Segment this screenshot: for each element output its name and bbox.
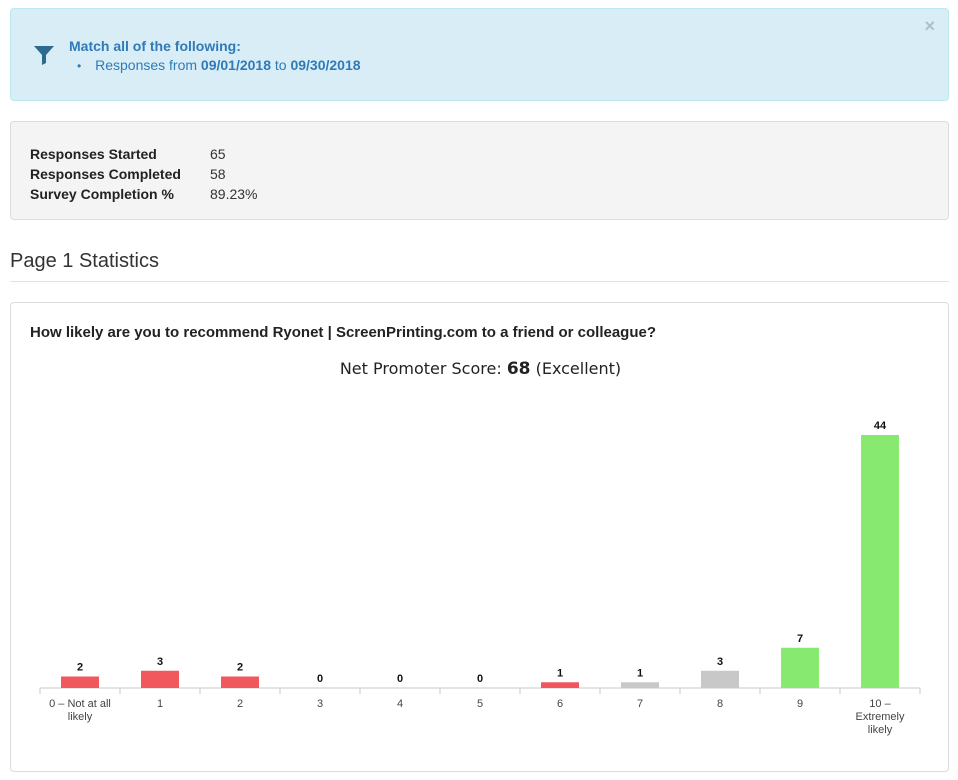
stats-row: Survey Completion % 89.23% xyxy=(30,184,257,204)
x-tick-label: 4 xyxy=(397,698,403,710)
response-stats: Responses Started 65 Responses Completed… xyxy=(10,121,949,220)
bar-value-label: 0 xyxy=(317,673,323,685)
x-tick-label: 8 xyxy=(717,698,723,710)
bar-value-label: 44 xyxy=(874,420,887,432)
x-tick-label: 2 xyxy=(237,698,243,710)
x-tick-label: 7 xyxy=(637,698,643,710)
chart-bar[interactable] xyxy=(621,682,659,688)
chart-bar[interactable] xyxy=(141,670,179,688)
stats-row: Responses Started 65 xyxy=(30,144,257,164)
chart-bar[interactable] xyxy=(861,435,899,688)
filter-alert: Match all of the following: Responses fr… xyxy=(10,8,949,101)
chart-bar[interactable] xyxy=(781,647,819,688)
nps-score: 68 xyxy=(506,359,531,379)
stats-value: 65 xyxy=(210,146,226,162)
bar-value-label: 3 xyxy=(157,656,163,668)
x-tick-label: likely xyxy=(868,724,893,736)
stats-label: Responses Completed xyxy=(30,166,181,182)
stats-label: Responses Started xyxy=(30,146,157,162)
stats-table: Responses Started 65 Responses Completed… xyxy=(30,144,257,204)
x-tick-label: likely xyxy=(68,711,93,723)
chart-bar[interactable] xyxy=(701,670,739,688)
bar-value-label: 7 xyxy=(797,633,803,645)
filter-condition: Responses from 09/01/2018 to 09/30/2018 xyxy=(77,57,361,73)
x-tick-label: 6 xyxy=(557,698,563,710)
bar-value-label: 0 xyxy=(397,673,403,685)
page-title: Page 1 Statistics xyxy=(10,250,159,272)
question-title: How likely are you to recommend Ryonet |… xyxy=(30,324,657,341)
stats-value: 89.23% xyxy=(210,186,258,202)
x-tick-label: 9 xyxy=(797,698,803,710)
bar-value-label: 2 xyxy=(237,662,243,674)
stats-value: 58 xyxy=(210,166,226,182)
x-tick-label: 0 – Not at all xyxy=(49,698,111,710)
stats-row: Responses Completed 58 xyxy=(30,164,257,184)
stats-label: Survey Completion % xyxy=(30,186,174,202)
x-tick-label: Extremely xyxy=(856,711,905,723)
filter-start-date: 09/01/2018 xyxy=(200,57,271,73)
bar-value-label: 1 xyxy=(637,667,643,679)
filter-title: Match all of the following: xyxy=(69,38,241,54)
nps-rating: (Excellent) xyxy=(535,359,622,378)
chart-bar[interactable] xyxy=(61,676,99,689)
filter-icon xyxy=(34,46,54,65)
question-panel: How likely are you to recommend Ryonet |… xyxy=(10,302,949,772)
x-tick-label: 10 – xyxy=(869,698,891,710)
chart-bar[interactable] xyxy=(541,682,579,688)
filter-prefix: Responses from xyxy=(95,57,198,73)
filter-connector: to xyxy=(274,57,287,73)
bar-value-label: 1 xyxy=(557,667,563,679)
chart-bar[interactable] xyxy=(221,676,259,689)
heading-divider xyxy=(10,281,949,282)
close-filter-button[interactable]: × xyxy=(924,16,935,36)
bar-value-label: 0 xyxy=(477,673,483,685)
filter-end-date: 09/30/2018 xyxy=(290,57,361,73)
x-tick-label: 1 xyxy=(157,698,163,710)
bar-value-label: 2 xyxy=(77,662,83,674)
filter-conditions: Responses from 09/01/2018 to 09/30/2018 xyxy=(77,57,361,73)
nps-bar-chart: 20 – Not at alllikely3122030405161738794… xyxy=(39,420,921,736)
nps-prefix: Net Promoter Score: xyxy=(339,359,502,378)
bar-value-label: 3 xyxy=(717,656,723,668)
x-tick-label: 3 xyxy=(317,698,323,710)
nps-summary: Net Promoter Score: 68 (Excellent) xyxy=(11,359,950,379)
x-tick-label: 5 xyxy=(477,698,483,710)
